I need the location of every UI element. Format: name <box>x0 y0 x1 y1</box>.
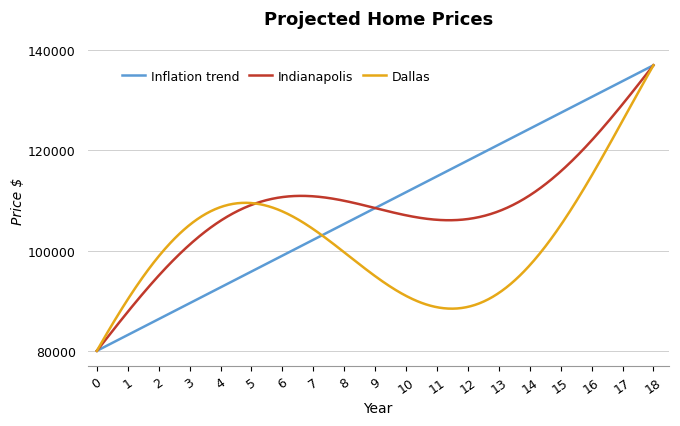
Dallas <box>92 348 101 354</box>
Inflation trend <box>360 211 369 216</box>
Indianapolis <box>92 348 101 354</box>
Line: Inflation trend: Inflation trend <box>97 66 653 351</box>
Indianapolis <box>549 176 557 181</box>
Title: Projected Home Prices: Projected Home Prices <box>264 11 493 29</box>
Dallas <box>394 289 402 294</box>
Dallas <box>360 266 369 271</box>
Indianapolis <box>394 212 402 217</box>
Dallas <box>636 87 644 92</box>
Indianapolis <box>636 81 644 86</box>
Inflation trend <box>394 194 402 199</box>
Dallas <box>357 263 365 268</box>
Indianapolis <box>357 203 365 208</box>
Dallas <box>424 303 432 308</box>
Inflation trend <box>357 213 365 218</box>
Inflation trend <box>424 179 432 184</box>
Indianapolis <box>360 203 369 208</box>
Line: Indianapolis: Indianapolis <box>97 66 653 351</box>
X-axis label: Year: Year <box>364 401 393 415</box>
Line: Dallas: Dallas <box>97 66 653 351</box>
Inflation trend <box>92 348 101 354</box>
Y-axis label: Price $: Price $ <box>11 178 25 225</box>
Inflation trend <box>636 70 644 75</box>
Indianapolis <box>649 63 658 69</box>
Inflation trend <box>649 63 658 69</box>
Indianapolis <box>424 217 432 222</box>
Dallas <box>649 63 658 69</box>
Legend: Inflation trend, Indianapolis, Dallas: Inflation trend, Indianapolis, Dallas <box>117 66 436 89</box>
Inflation trend <box>549 115 557 120</box>
Dallas <box>549 234 557 239</box>
